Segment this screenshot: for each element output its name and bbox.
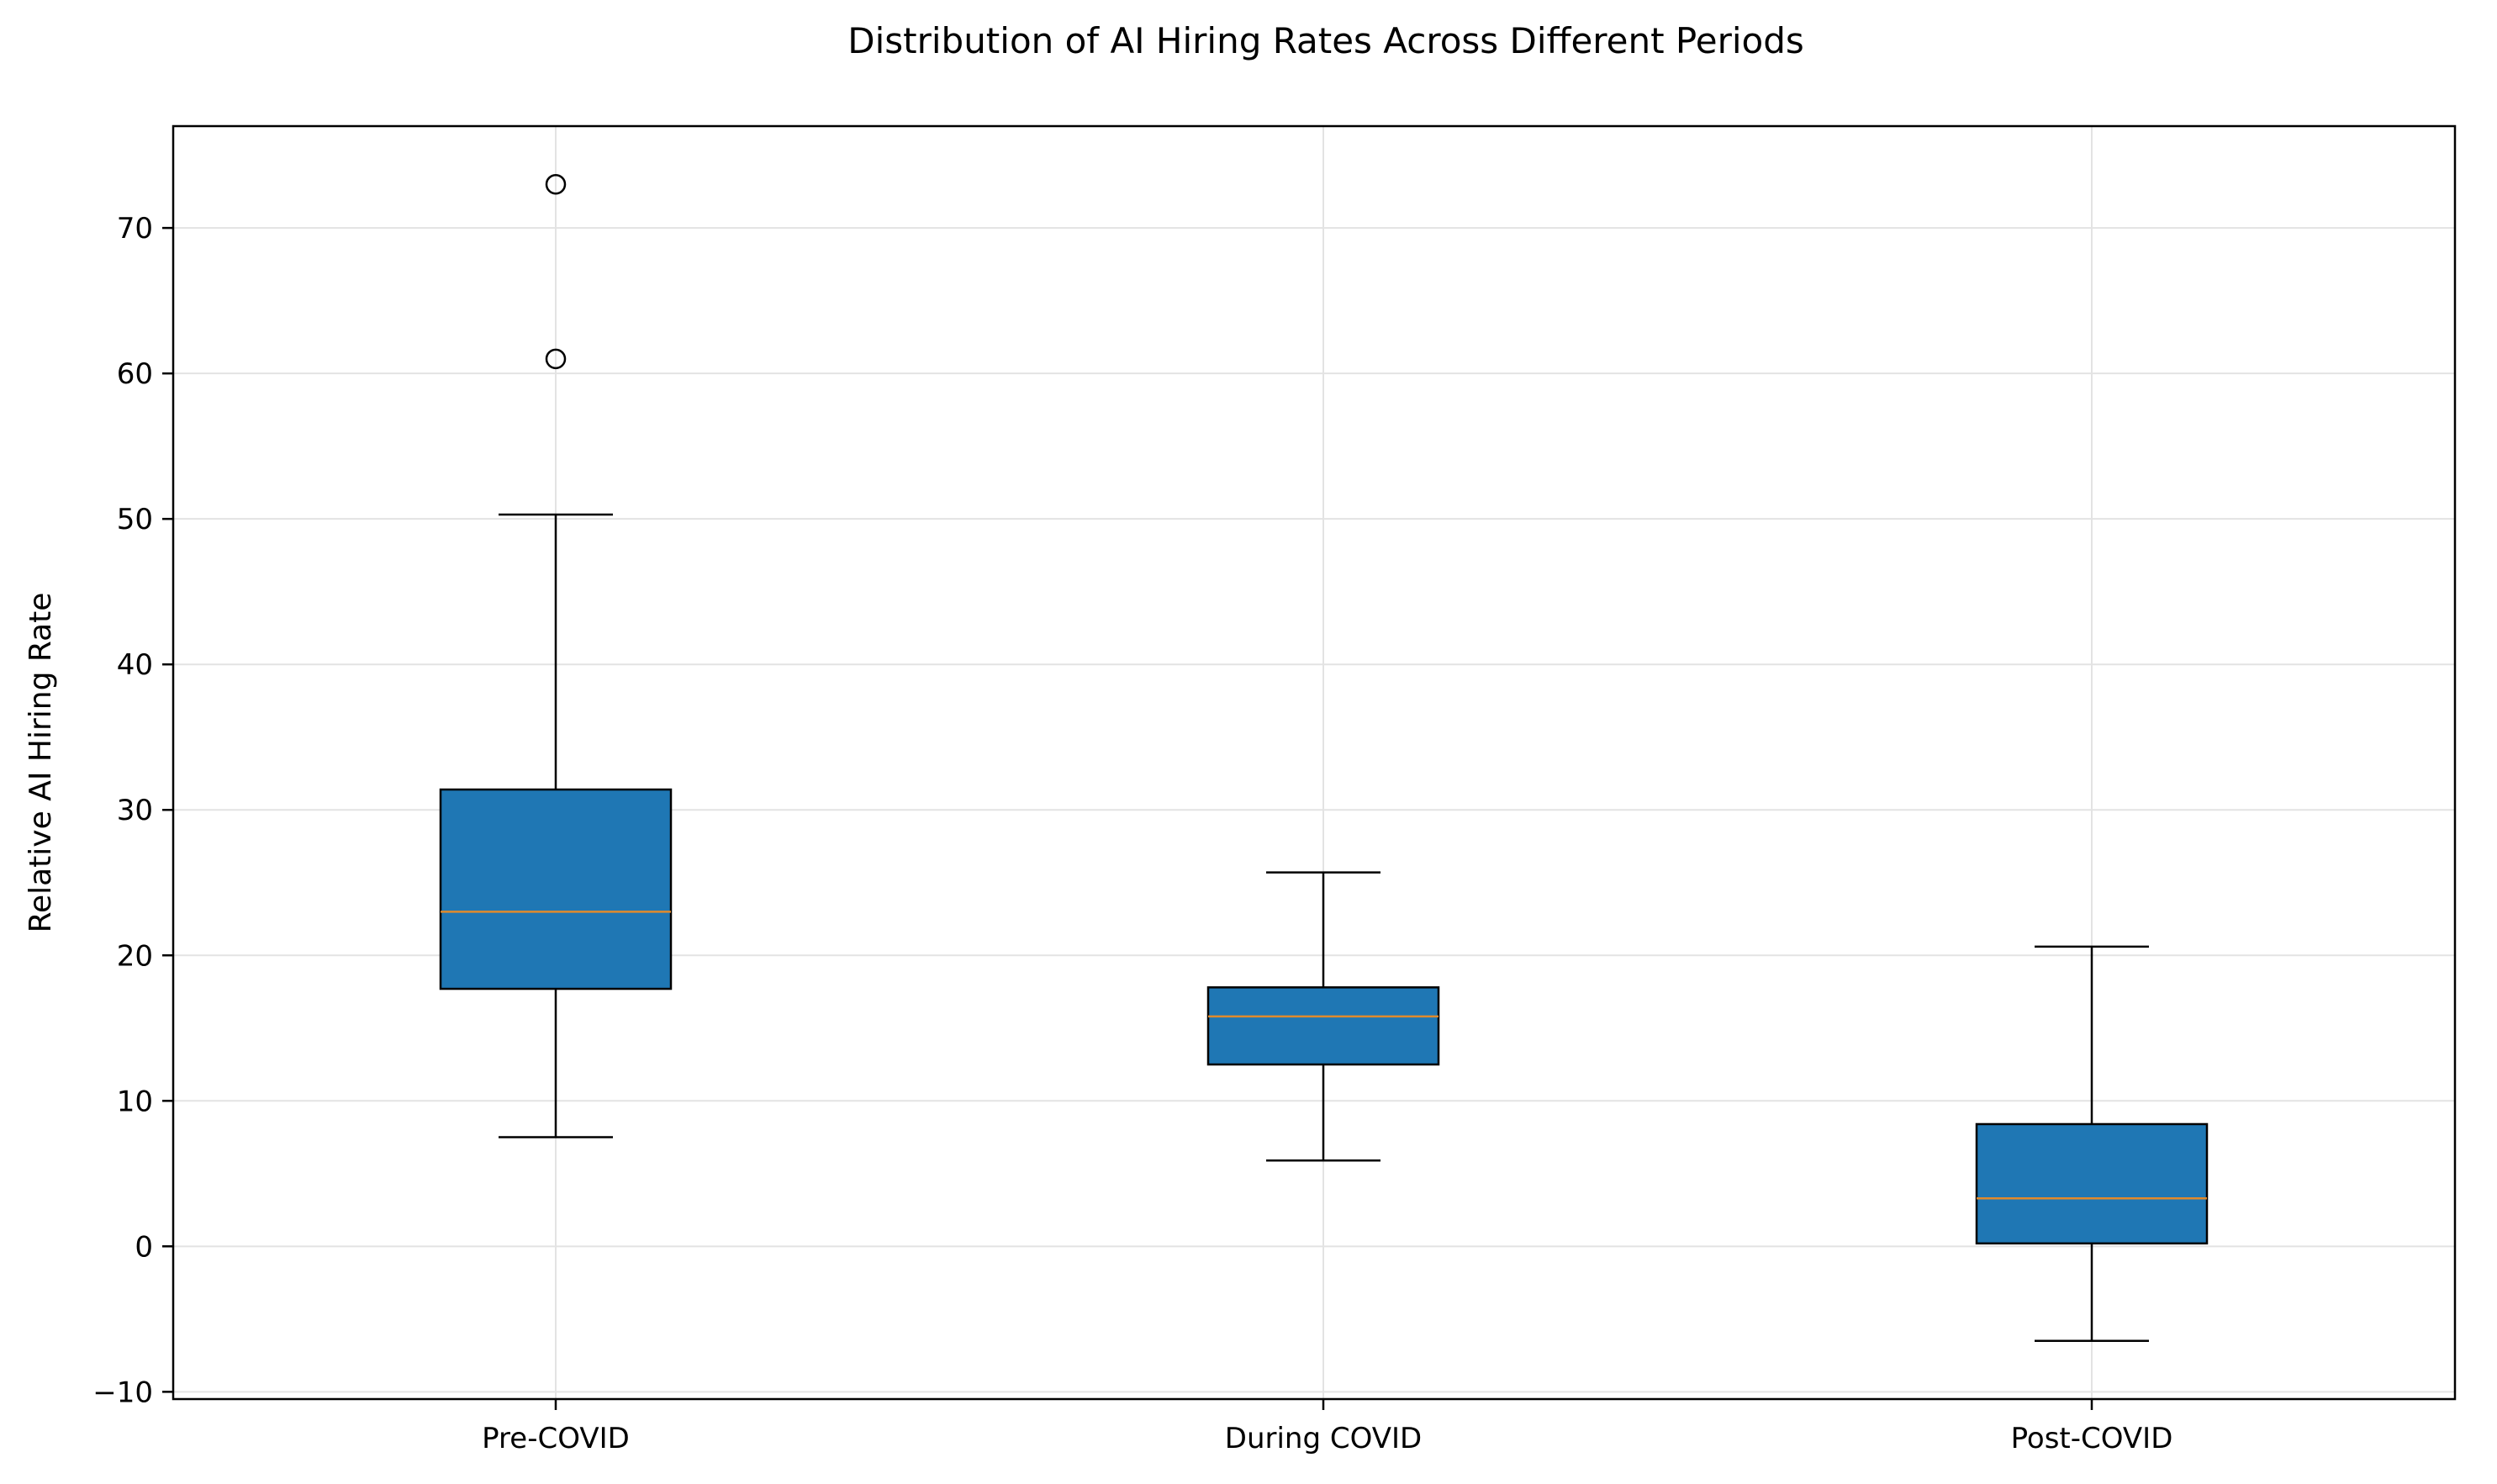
y-tick-label: 30 xyxy=(117,794,153,827)
iqr-box xyxy=(1975,1122,2209,1245)
y-axis-ticks: −10 0 10 20 30 40 50 60 70 xyxy=(92,212,173,1409)
y-tick-label: 20 xyxy=(117,939,153,973)
y-tick-label: 70 xyxy=(117,212,153,246)
box-pre-covid xyxy=(439,173,673,1138)
y-tick-label: 60 xyxy=(117,357,153,391)
x-axis-ticks: Pre-COVID During COVID Post-COVID xyxy=(482,1399,2172,1455)
y-axis-label: Relative AI Hiring Rate xyxy=(24,593,58,933)
box-post-covid xyxy=(1975,945,2209,1343)
x-tick-label: During COVID xyxy=(1225,1422,1422,1455)
grid-lines xyxy=(173,126,2455,1399)
boxes xyxy=(439,173,2209,1343)
x-tick-label: Post-COVID xyxy=(2011,1422,2173,1455)
iqr-box xyxy=(439,788,673,990)
plot-frame xyxy=(172,124,2457,1401)
y-tick-label: 10 xyxy=(117,1085,153,1118)
chart-title: Distribution of AI Hiring Rates Across D… xyxy=(847,20,1804,61)
y-tick-label: 40 xyxy=(117,648,153,682)
y-tick-label: −10 xyxy=(92,1376,153,1409)
x-tick-label: Pre-COVID xyxy=(482,1422,630,1455)
box-during-covid xyxy=(1206,871,1440,1162)
outlier-point xyxy=(545,348,567,370)
outlier-point xyxy=(545,173,567,195)
y-tick-label: 0 xyxy=(135,1230,153,1264)
y-tick-label: 50 xyxy=(117,503,153,536)
iqr-box xyxy=(1206,986,1440,1066)
